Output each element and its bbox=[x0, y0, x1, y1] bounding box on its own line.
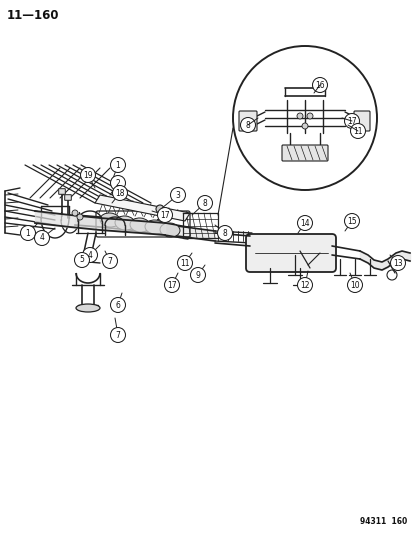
Circle shape bbox=[110, 175, 125, 190]
Text: 17: 17 bbox=[160, 211, 169, 220]
Circle shape bbox=[312, 77, 327, 93]
Text: 19: 19 bbox=[83, 171, 93, 180]
Circle shape bbox=[306, 113, 312, 119]
Text: 11—160: 11—160 bbox=[7, 9, 59, 22]
Text: 3: 3 bbox=[175, 190, 180, 199]
Circle shape bbox=[157, 207, 172, 222]
Text: 8: 8 bbox=[222, 229, 227, 238]
Circle shape bbox=[296, 113, 302, 119]
Circle shape bbox=[80, 167, 95, 182]
Circle shape bbox=[297, 278, 312, 293]
Text: 7: 7 bbox=[107, 256, 112, 265]
Circle shape bbox=[301, 123, 307, 129]
Text: 2: 2 bbox=[115, 179, 120, 188]
Circle shape bbox=[233, 46, 376, 190]
Text: 5: 5 bbox=[79, 255, 84, 264]
Circle shape bbox=[110, 297, 125, 312]
Ellipse shape bbox=[130, 218, 150, 232]
Circle shape bbox=[217, 225, 232, 240]
Text: 11: 11 bbox=[180, 259, 189, 268]
Circle shape bbox=[112, 185, 127, 200]
Text: 1: 1 bbox=[115, 160, 120, 169]
Text: 12: 12 bbox=[299, 280, 309, 289]
Circle shape bbox=[344, 114, 358, 128]
Ellipse shape bbox=[76, 304, 100, 312]
FancyBboxPatch shape bbox=[238, 111, 256, 131]
Circle shape bbox=[110, 157, 125, 173]
Text: 10: 10 bbox=[349, 280, 359, 289]
Circle shape bbox=[110, 327, 125, 343]
Circle shape bbox=[389, 255, 404, 271]
Circle shape bbox=[164, 278, 179, 293]
Text: 14: 14 bbox=[299, 219, 309, 228]
Circle shape bbox=[82, 247, 97, 262]
Text: 8: 8 bbox=[202, 198, 207, 207]
Ellipse shape bbox=[100, 213, 120, 227]
FancyBboxPatch shape bbox=[59, 189, 65, 195]
Circle shape bbox=[102, 254, 117, 269]
Circle shape bbox=[177, 255, 192, 271]
FancyBboxPatch shape bbox=[353, 111, 369, 131]
Text: 8: 8 bbox=[245, 120, 250, 130]
Ellipse shape bbox=[115, 216, 135, 230]
Circle shape bbox=[347, 278, 362, 293]
Ellipse shape bbox=[160, 223, 180, 237]
Text: 94311  160: 94311 160 bbox=[359, 517, 406, 526]
Circle shape bbox=[74, 253, 89, 268]
Text: 4: 4 bbox=[88, 251, 92, 260]
Text: 17: 17 bbox=[347, 117, 356, 125]
Circle shape bbox=[77, 214, 83, 220]
Text: 15: 15 bbox=[347, 216, 356, 225]
Circle shape bbox=[34, 230, 50, 246]
Text: 4: 4 bbox=[40, 233, 44, 243]
Text: 11: 11 bbox=[352, 126, 362, 135]
Circle shape bbox=[197, 196, 212, 211]
Text: 13: 13 bbox=[392, 259, 402, 268]
Circle shape bbox=[344, 214, 358, 229]
Circle shape bbox=[297, 215, 312, 230]
Text: 16: 16 bbox=[314, 80, 324, 90]
Text: 6: 6 bbox=[115, 301, 120, 310]
Circle shape bbox=[72, 210, 78, 216]
Circle shape bbox=[156, 205, 164, 213]
Circle shape bbox=[350, 124, 365, 139]
Text: 17: 17 bbox=[167, 280, 176, 289]
FancyBboxPatch shape bbox=[245, 234, 335, 272]
FancyBboxPatch shape bbox=[281, 145, 327, 161]
Text: 9: 9 bbox=[195, 271, 200, 279]
Ellipse shape bbox=[145, 220, 165, 234]
Circle shape bbox=[21, 225, 36, 240]
Polygon shape bbox=[95, 195, 190, 221]
FancyBboxPatch shape bbox=[64, 195, 71, 200]
Circle shape bbox=[240, 117, 255, 133]
Text: 18: 18 bbox=[115, 189, 124, 198]
Text: 1: 1 bbox=[26, 229, 30, 238]
Circle shape bbox=[170, 188, 185, 203]
Text: 7: 7 bbox=[115, 330, 120, 340]
Circle shape bbox=[190, 268, 205, 282]
